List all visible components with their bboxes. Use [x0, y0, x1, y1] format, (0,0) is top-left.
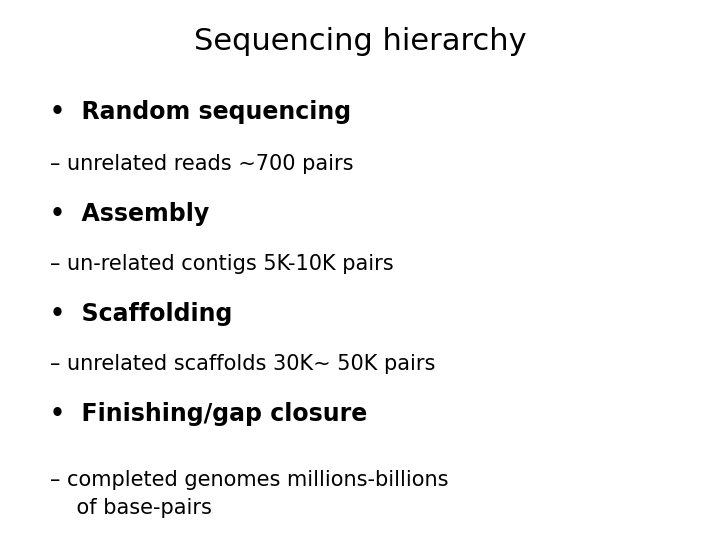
Text: •  Finishing/gap closure: • Finishing/gap closure [50, 402, 368, 426]
Text: •  Random sequencing: • Random sequencing [50, 100, 351, 124]
Text: – unrelated scaffolds 30K~ 50K pairs: – unrelated scaffolds 30K~ 50K pairs [50, 354, 436, 374]
Text: – un-related contigs 5K-10K pairs: – un-related contigs 5K-10K pairs [50, 254, 394, 274]
Text: Sequencing hierarchy: Sequencing hierarchy [194, 27, 526, 56]
Text: •  Assembly: • Assembly [50, 202, 210, 226]
Text: •  Scaffolding: • Scaffolding [50, 302, 233, 326]
Text: – completed genomes millions-billions
    of base-pairs: – completed genomes millions-billions of… [50, 470, 449, 518]
Text: – unrelated reads ~700 pairs: – unrelated reads ~700 pairs [50, 154, 354, 174]
